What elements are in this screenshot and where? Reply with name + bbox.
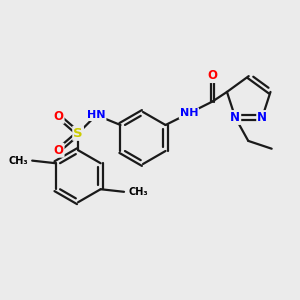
Text: O: O [54, 144, 64, 157]
Text: O: O [54, 110, 64, 123]
Text: CH₃: CH₃ [9, 156, 28, 166]
Text: CH₃: CH₃ [128, 187, 148, 197]
Text: S: S [73, 127, 83, 140]
Text: N: N [230, 111, 240, 124]
Text: N: N [257, 111, 267, 124]
Text: HN: HN [87, 110, 106, 120]
Text: O: O [207, 69, 217, 82]
Text: NH: NH [180, 108, 198, 118]
